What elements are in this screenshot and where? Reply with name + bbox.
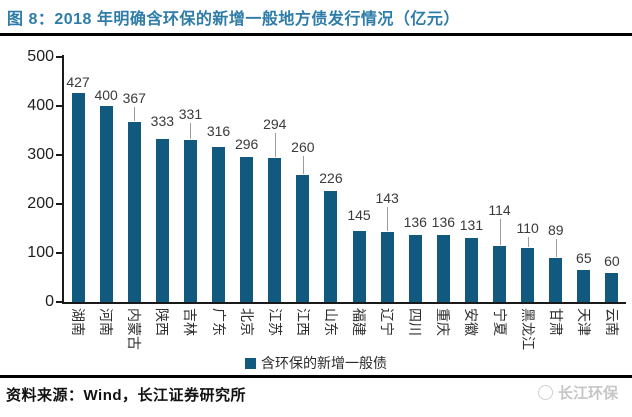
x-axis-label-吉林: 吉林 bbox=[182, 308, 199, 336]
bar-天津 bbox=[577, 270, 591, 302]
figure-title: 图 8：2018 年明确含环保的新增一般地方债发行情况（亿元） bbox=[7, 11, 460, 28]
x-axis-label-黑龙江: 黑龙江 bbox=[519, 308, 536, 350]
legend-label: 含环保的新增一般债 bbox=[261, 355, 387, 371]
x-axis-label-福建: 福建 bbox=[351, 308, 368, 336]
x-axis-label-江苏: 江苏 bbox=[266, 308, 283, 336]
y-tick-label: 100 bbox=[27, 244, 54, 261]
bar-陕西 bbox=[155, 138, 169, 302]
y-tick-label: 500 bbox=[27, 48, 54, 65]
brand-logo-icon bbox=[537, 385, 553, 400]
bar-宁夏 bbox=[493, 246, 507, 302]
bar-江西 bbox=[296, 174, 310, 302]
bar-福建 bbox=[352, 230, 366, 302]
x-axis-label-四川: 四川 bbox=[407, 308, 424, 336]
y-tick-label: 300 bbox=[27, 146, 54, 163]
x-axis-label-宁夏: 宁夏 bbox=[491, 308, 508, 336]
bar-value-label: 260 bbox=[291, 138, 315, 155]
bar-value-label: 143 bbox=[375, 189, 399, 206]
x-axis-label-内蒙古: 内蒙古 bbox=[126, 308, 143, 350]
x-axis-label-陕西: 陕西 bbox=[154, 308, 171, 336]
x-axis-label-河南: 河南 bbox=[98, 308, 115, 336]
y-tick-label: 200 bbox=[27, 195, 54, 212]
bar-河南 bbox=[99, 106, 113, 302]
x-axis-label-山东: 山东 bbox=[322, 308, 339, 336]
bar-江苏 bbox=[268, 157, 282, 302]
bar-广东 bbox=[212, 147, 226, 302]
x-axis-line bbox=[62, 302, 626, 304]
x-axis-label-云南: 云南 bbox=[603, 308, 620, 336]
label-leader-line bbox=[387, 206, 389, 231]
source-note: 资料来源：Wind，长江证券研究所 bbox=[6, 387, 247, 404]
bar-山东 bbox=[324, 191, 338, 302]
label-leader-line bbox=[527, 237, 529, 248]
y-tick-mark bbox=[56, 203, 62, 205]
label-leader-line bbox=[499, 219, 501, 246]
y-tick-label: 400 bbox=[27, 97, 54, 114]
x-axis-label-江西: 江西 bbox=[294, 308, 311, 336]
brand-logo-text: 长江环保 bbox=[557, 385, 618, 402]
y-tick-label: 0 bbox=[45, 293, 54, 310]
bar-value-label: 136 bbox=[403, 214, 427, 231]
bar-value-label: 110 bbox=[516, 220, 539, 237]
bar-内蒙古 bbox=[127, 122, 141, 302]
title-divider bbox=[0, 33, 632, 36]
bar-value-label: 114 bbox=[488, 202, 511, 219]
bar-value-label: 226 bbox=[319, 170, 343, 187]
bar-辽宁 bbox=[380, 231, 394, 302]
bar-云南 bbox=[605, 272, 619, 302]
y-tick-mark bbox=[56, 154, 62, 156]
bar-value-label: 296 bbox=[234, 135, 259, 152]
bar-安徽 bbox=[464, 237, 478, 302]
brand-watermark: 长江环保 bbox=[537, 382, 618, 403]
legend-swatch-icon bbox=[245, 357, 256, 369]
bar-value-label: 131 bbox=[459, 216, 484, 233]
bar-甘肃 bbox=[549, 258, 563, 302]
bar-value-label: 145 bbox=[347, 206, 371, 223]
bar-value-label: 331 bbox=[178, 105, 203, 122]
label-leader-line bbox=[134, 107, 136, 122]
label-leader-line bbox=[302, 155, 304, 174]
bar-value-label: 294 bbox=[263, 115, 287, 132]
x-axis-label-甘肃: 甘肃 bbox=[547, 308, 564, 336]
bar-value-label: 65 bbox=[576, 250, 592, 267]
x-axis-label-安徽: 安徽 bbox=[463, 308, 480, 336]
bar-value-label: 60 bbox=[604, 252, 620, 269]
bar-value-label: 400 bbox=[94, 87, 118, 103]
bar-value-label: 427 bbox=[66, 73, 90, 90]
y-tick-mark bbox=[56, 56, 62, 58]
bar-北京 bbox=[240, 156, 254, 302]
x-axis-label-重庆: 重庆 bbox=[435, 308, 452, 336]
bar-重庆 bbox=[436, 235, 450, 302]
bar-value-label: 333 bbox=[150, 112, 175, 129]
x-axis-label-湖南: 湖南 bbox=[70, 308, 87, 336]
bar-四川 bbox=[408, 235, 422, 302]
y-tick-mark bbox=[56, 252, 62, 254]
bar-value-label: 89 bbox=[547, 222, 564, 239]
bar-黑龙江 bbox=[521, 248, 535, 302]
x-axis-label-辽宁: 辽宁 bbox=[379, 308, 396, 336]
x-axis-label-天津: 天津 bbox=[575, 308, 592, 336]
bar-value-label: 367 bbox=[122, 90, 146, 107]
chart-legend: 含环保的新增一般债 bbox=[0, 353, 632, 373]
y-tick-mark bbox=[56, 301, 62, 303]
x-axis-label-广东: 广东 bbox=[210, 308, 227, 336]
y-tick-mark bbox=[56, 105, 62, 107]
label-leader-line bbox=[555, 239, 557, 258]
bar-吉林 bbox=[183, 139, 197, 302]
bar-湖南 bbox=[71, 92, 85, 302]
y-axis-line bbox=[62, 55, 64, 304]
footer-divider bbox=[0, 375, 632, 378]
bar-value-label: 316 bbox=[206, 123, 231, 140]
label-leader-line bbox=[274, 132, 276, 157]
bar-value-label: 136 bbox=[431, 214, 456, 231]
x-axis-label-北京: 北京 bbox=[238, 308, 255, 336]
label-leader-line bbox=[190, 122, 192, 139]
